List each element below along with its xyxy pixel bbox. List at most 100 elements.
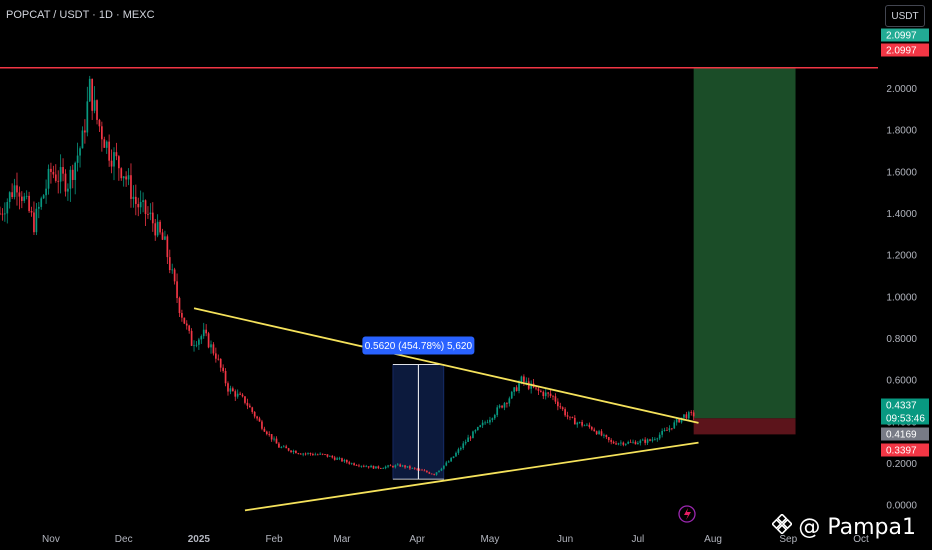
candle-body	[370, 465, 372, 468]
candle-body	[547, 392, 549, 394]
candle-body	[666, 430, 668, 431]
candle-body	[212, 344, 215, 354]
candle-body	[171, 269, 174, 271]
candle-body	[491, 418, 494, 420]
watermark: @ Pampa1	[771, 513, 916, 540]
candle-body	[571, 417, 574, 418]
candle-body	[227, 383, 229, 392]
candle-body	[508, 398, 511, 404]
candle-body	[510, 391, 513, 399]
candle-body	[595, 431, 598, 435]
candle-body	[561, 407, 564, 410]
candle-body	[467, 437, 469, 442]
candle-body	[639, 440, 642, 443]
candle-body	[634, 441, 637, 445]
candle-body	[47, 168, 50, 189]
candle-body	[307, 453, 309, 454]
candle-body	[198, 339, 200, 345]
y-tick-label: 0.0000	[886, 501, 917, 512]
candle-body	[224, 370, 227, 384]
candle-body	[251, 407, 254, 412]
candle-body	[513, 387, 516, 392]
candle-body	[409, 466, 411, 469]
candle-body	[503, 403, 506, 408]
candle-body	[394, 465, 397, 468]
candle-body	[190, 330, 193, 346]
price-tag-label: 09:53:46	[886, 414, 925, 425]
measure-label-box	[362, 336, 475, 355]
candle-body	[103, 139, 106, 148]
candle-body	[389, 465, 392, 467]
price-axis	[878, 0, 932, 550]
candle-body	[540, 390, 542, 392]
candle-body	[217, 358, 220, 360]
candle-body	[25, 195, 28, 197]
candle-body	[302, 453, 305, 455]
candle-body	[76, 155, 79, 163]
candle-body	[98, 119, 101, 127]
candle-body	[33, 212, 35, 233]
candle-body	[287, 448, 290, 451]
candle-body	[319, 453, 322, 455]
candle-body	[377, 466, 380, 469]
candle-body	[692, 412, 695, 417]
currency-button[interactable]: USDT	[885, 5, 925, 27]
candle-body	[265, 431, 268, 435]
candle-body	[348, 462, 351, 464]
symbol-header: POPCAT / USDT · 1D · MEXC	[6, 9, 155, 21]
candle-body	[496, 407, 499, 416]
candle-body	[282, 446, 285, 448]
candle-body	[120, 168, 123, 179]
candle-body	[687, 412, 690, 419]
candle-body	[387, 465, 389, 467]
candle-body	[411, 467, 414, 469]
price-tag	[881, 443, 929, 457]
price-tag-label: 2.0997	[886, 31, 917, 42]
candle-body	[81, 130, 84, 149]
candle-body	[603, 434, 605, 436]
candle-body	[258, 418, 261, 422]
x-tick-label: Aug	[704, 534, 722, 545]
candle-body	[418, 469, 421, 471]
candle-body	[426, 470, 428, 473]
candle-body	[605, 434, 608, 438]
candle-body	[396, 464, 399, 466]
candle-body	[632, 441, 634, 443]
candle-body	[416, 468, 419, 470]
candle-body	[79, 148, 81, 156]
candle-body	[399, 464, 402, 467]
candle-body	[593, 429, 596, 432]
candle-body	[195, 344, 198, 346]
y-tick-label: 0.8000	[886, 334, 917, 345]
candle-body	[401, 465, 404, 467]
candle-body	[176, 281, 178, 299]
candle-body	[649, 439, 651, 441]
candle-body	[474, 430, 477, 432]
candle-body	[168, 257, 171, 271]
candle-body	[554, 396, 557, 402]
candle-body	[583, 425, 586, 427]
candle-body	[321, 453, 324, 455]
candle-body	[622, 442, 625, 445]
candle-body	[239, 393, 241, 395]
candle-body	[147, 214, 149, 215]
candle-body	[338, 458, 341, 460]
candle-body	[156, 221, 159, 236]
candle-body	[350, 463, 353, 465]
candle-body	[93, 100, 96, 111]
candle-body	[295, 450, 297, 454]
candle-body	[459, 448, 462, 450]
candle-body	[173, 269, 176, 282]
x-tick-label: Sep	[779, 534, 797, 545]
candle-body	[202, 329, 205, 337]
candle-body	[0, 213, 1, 215]
candle-body	[464, 441, 467, 444]
candle-body	[641, 439, 644, 441]
candle-body	[433, 473, 435, 475]
candle-body	[530, 383, 533, 389]
candle-body	[13, 185, 16, 198]
candle-body	[525, 381, 528, 383]
candle-body	[518, 383, 520, 392]
candle-body	[644, 439, 647, 443]
